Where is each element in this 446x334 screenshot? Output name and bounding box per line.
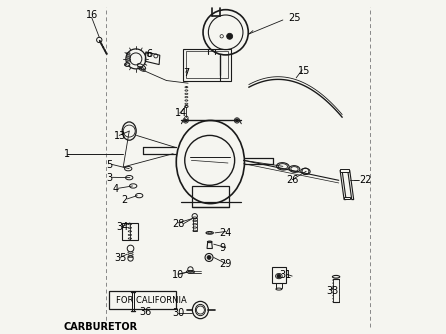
- Text: 36: 36: [139, 307, 152, 317]
- Text: 28: 28: [173, 219, 185, 229]
- Text: 13: 13: [114, 131, 126, 141]
- Circle shape: [234, 118, 240, 123]
- Ellipse shape: [186, 271, 194, 273]
- Text: 10: 10: [173, 270, 185, 280]
- Text: 4: 4: [112, 184, 119, 194]
- Bar: [109, 291, 176, 309]
- Bar: [132, 292, 134, 311]
- Text: 3: 3: [106, 173, 112, 183]
- Text: CARBURETOR: CARBURETOR: [63, 322, 137, 332]
- Text: FOR CALIFORNIA: FOR CALIFORNIA: [116, 296, 186, 305]
- Text: 14: 14: [175, 108, 187, 118]
- Circle shape: [184, 119, 187, 122]
- Ellipse shape: [301, 168, 310, 174]
- Bar: [193, 217, 197, 231]
- Text: 29: 29: [220, 259, 232, 269]
- Bar: [340, 169, 349, 172]
- Polygon shape: [340, 170, 346, 200]
- Text: 9: 9: [220, 243, 226, 253]
- Text: 35: 35: [114, 253, 126, 263]
- Ellipse shape: [277, 163, 289, 170]
- Text: 6: 6: [146, 49, 153, 59]
- Text: 33: 33: [326, 286, 339, 296]
- Ellipse shape: [206, 231, 213, 234]
- Text: 7: 7: [183, 68, 190, 78]
- Ellipse shape: [332, 276, 340, 278]
- Text: 22: 22: [359, 175, 372, 185]
- Polygon shape: [207, 242, 212, 248]
- Circle shape: [185, 116, 188, 120]
- Circle shape: [183, 118, 188, 123]
- Circle shape: [205, 254, 213, 262]
- Text: 5: 5: [106, 160, 112, 170]
- Text: 30: 30: [173, 308, 185, 318]
- Bar: [272, 267, 285, 283]
- Text: 16: 16: [86, 10, 98, 20]
- Text: 1: 1: [64, 149, 70, 159]
- Bar: [183, 49, 231, 80]
- Text: 24: 24: [220, 228, 232, 238]
- Bar: [186, 51, 228, 78]
- Bar: [333, 279, 339, 302]
- Text: 31: 31: [279, 270, 291, 280]
- Text: 26: 26: [286, 175, 298, 185]
- Circle shape: [207, 256, 211, 260]
- Circle shape: [127, 245, 134, 252]
- Polygon shape: [348, 170, 354, 200]
- Text: 2: 2: [122, 195, 128, 205]
- Text: 25: 25: [288, 13, 300, 23]
- Circle shape: [235, 119, 239, 122]
- Bar: [132, 292, 134, 311]
- Bar: [344, 197, 351, 199]
- Text: 15: 15: [298, 65, 310, 75]
- Bar: [122, 223, 138, 239]
- Bar: [192, 186, 229, 207]
- Text: 34: 34: [116, 222, 128, 232]
- Ellipse shape: [289, 166, 300, 172]
- Ellipse shape: [124, 63, 130, 66]
- Circle shape: [277, 274, 281, 278]
- Circle shape: [227, 33, 233, 39]
